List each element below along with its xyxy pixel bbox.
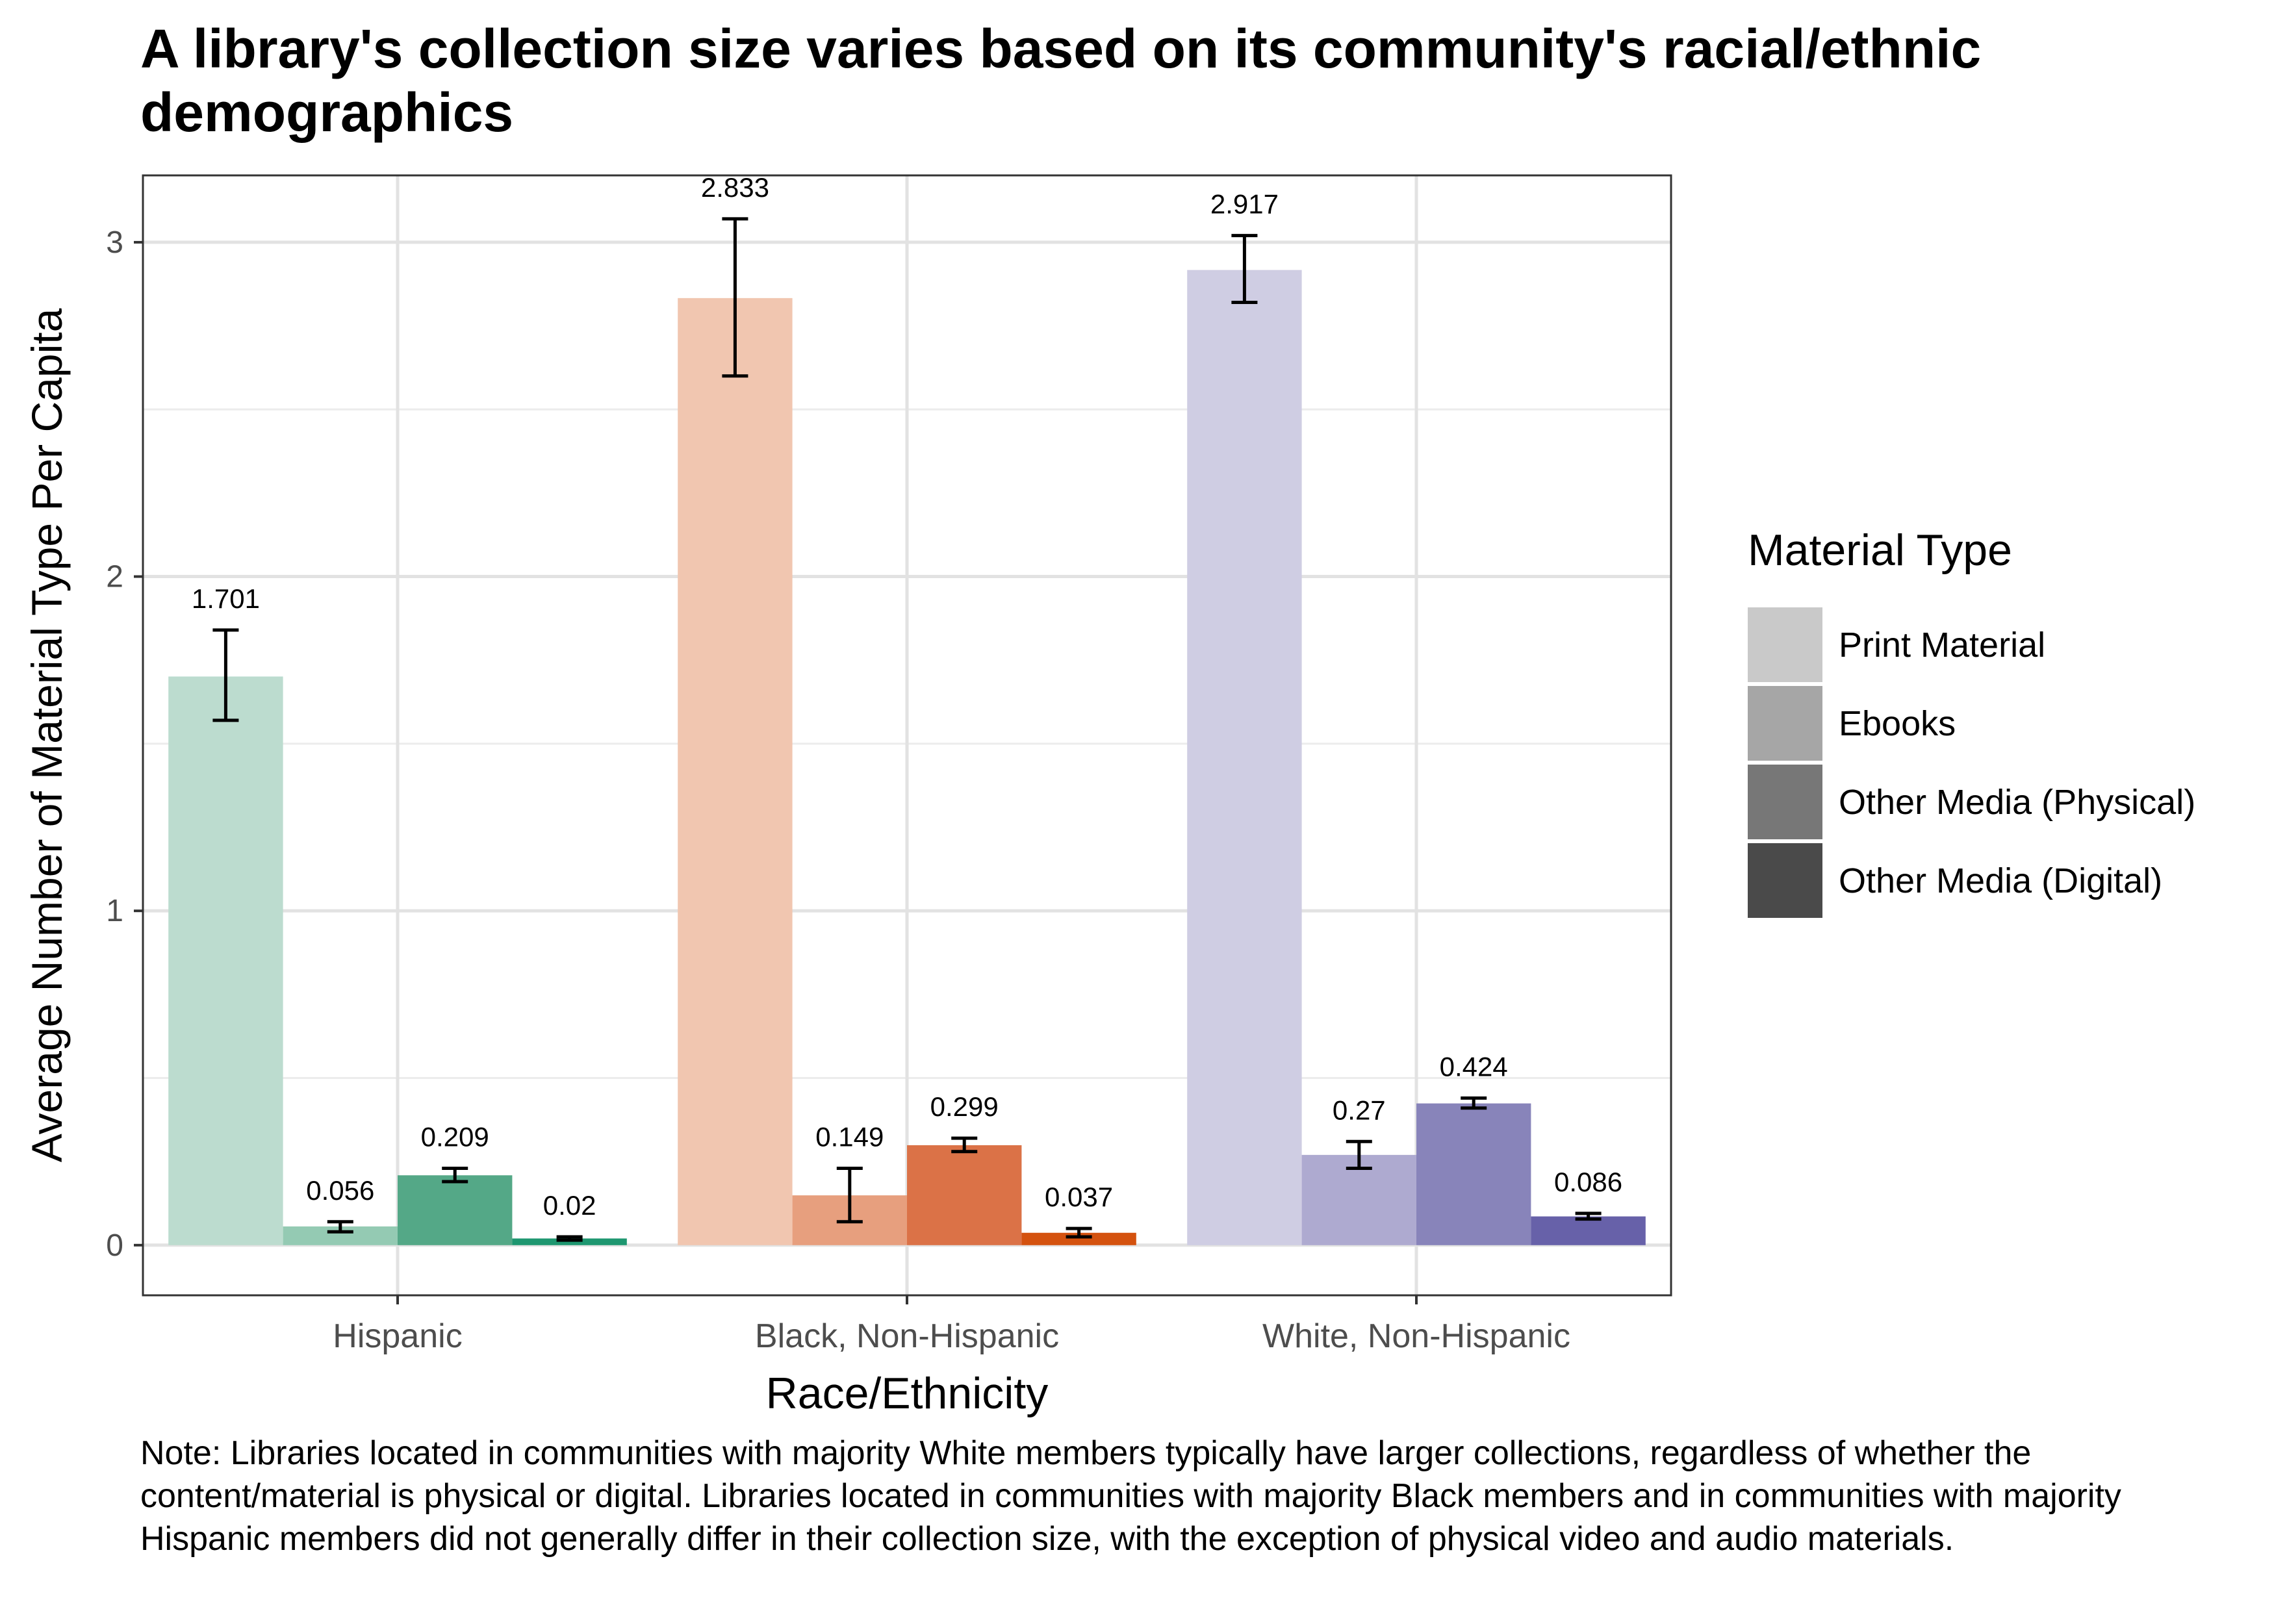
bar-white-non-hispanic-3	[1531, 1216, 1646, 1245]
bar-white-non-hispanic-0	[1187, 270, 1302, 1245]
axis-layer: 0 1 2 3 Hispanic Black, Non-Hispanic White, No…	[23, 174, 1672, 1418]
data-label: 0.086	[1554, 1167, 1622, 1197]
bar-black-non-hispanic-3	[1021, 1232, 1136, 1245]
data-label: 0.299	[930, 1091, 999, 1122]
error-bar	[1346, 1139, 1372, 1170]
data-label: 0.037	[1045, 1182, 1113, 1212]
error-bar	[442, 1166, 468, 1184]
data-label: 1.701	[192, 583, 260, 614]
legend-label: Print Material	[1839, 626, 2045, 665]
data-label: 0.149	[815, 1121, 884, 1152]
legend: Material Type Print Material Ebooks Other M…	[1748, 526, 2195, 918]
legend-key	[1748, 843, 1822, 918]
y-axis-title: Average Number of Material Type Per Capi…	[23, 308, 71, 1162]
legend-key	[1748, 686, 1822, 761]
error-bar	[1231, 234, 1258, 305]
bar-white-non-hispanic-2	[1416, 1103, 1531, 1245]
error-bar	[1461, 1096, 1487, 1110]
error-bar	[327, 1220, 353, 1234]
x-tick-label: Hispanic	[333, 1317, 462, 1355]
error-bar	[212, 628, 239, 722]
chart-note: Note: Libraries located in communities w…	[140, 1434, 2121, 1558]
legend-label: Other Media (Physical)	[1839, 783, 2195, 822]
legend-key	[1748, 765, 1822, 839]
error-bar	[1575, 1212, 1602, 1221]
bar-hispanic-0	[168, 676, 283, 1245]
error-bar	[722, 217, 748, 378]
data-label: 0.27	[1333, 1095, 1386, 1125]
error-bar	[556, 1235, 583, 1242]
bar-hispanic-2	[398, 1175, 513, 1245]
data-label: 0.424	[1440, 1051, 1508, 1082]
bar-black-non-hispanic-0	[678, 298, 793, 1245]
data-label: 2.833	[701, 172, 769, 203]
bar-black-non-hispanic-2	[907, 1145, 1022, 1245]
error-bar	[1066, 1226, 1092, 1239]
y-tick-label: 2	[106, 560, 123, 594]
chart-title: A library's collection size varies based…	[140, 18, 1982, 143]
bar-layer: 1.701 0.056 0.209 0.02 2.833 0.149 0.299 0.037 2…	[168, 172, 1646, 1245]
data-label: 2.917	[1210, 189, 1279, 220]
bar-hispanic-3	[512, 1238, 627, 1245]
y-tick-label: 1	[106, 894, 123, 928]
grid-layer	[143, 175, 1671, 1295]
legend-label: Ebooks	[1839, 704, 1956, 743]
bar-white-non-hispanic-1	[1301, 1154, 1416, 1245]
error-bar	[836, 1166, 863, 1224]
data-label: 0.056	[306, 1175, 374, 1206]
y-tick-label: 3	[106, 225, 123, 260]
legend-title: Material Type	[1748, 526, 2012, 575]
x-axis-title: Race/Ethnicity	[766, 1369, 1049, 1418]
legend-key	[1748, 607, 1822, 682]
error-bar	[951, 1136, 978, 1154]
x-tick-label: White, Non-Hispanic	[1262, 1317, 1570, 1355]
data-label: 0.209	[421, 1121, 489, 1152]
legend-label: Other Media (Digital)	[1839, 861, 2162, 900]
data-label: 0.02	[543, 1190, 596, 1221]
y-tick-label: 0	[106, 1228, 123, 1263]
x-tick-label: Black, Non-Hispanic	[755, 1317, 1059, 1355]
